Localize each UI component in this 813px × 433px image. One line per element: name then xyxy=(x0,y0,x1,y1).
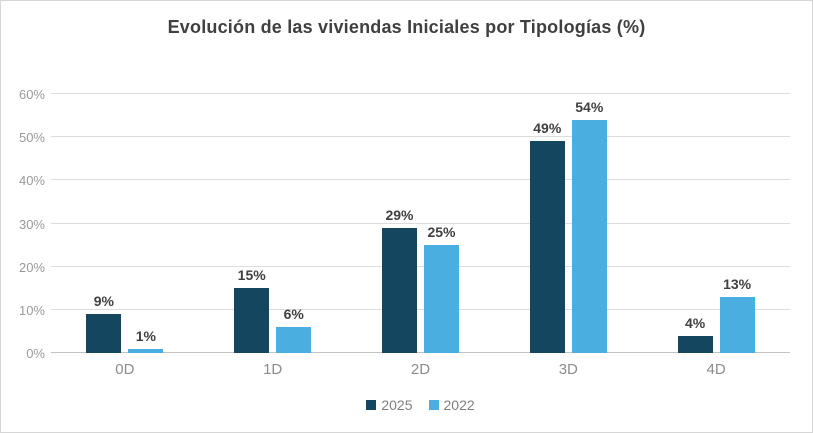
x-tick-label-3D: 3D xyxy=(558,361,578,378)
bar-group-1D: 15% 6% xyxy=(199,94,347,353)
gridline-10 xyxy=(51,308,790,310)
bar-group-2D: 29% 25% xyxy=(347,94,495,353)
x-tick-label-4D: 4D xyxy=(706,361,726,378)
legend-item-2022: 2022 xyxy=(428,397,475,413)
data-label-2022-3D: 54% xyxy=(575,98,604,115)
plot-area: 9% 1% 15% 6% 29% 25% 49% 54% 4% 13% xyxy=(51,93,790,353)
bar-group-3D: 49% 54% xyxy=(494,94,642,353)
x-tick-label-0D: 0D xyxy=(115,361,135,378)
bar-2025-3D: 49% xyxy=(529,120,565,353)
y-tick-label-20: 20% xyxy=(18,259,45,275)
x-axis-labels: 0D 1D 2D 3D 4D xyxy=(51,361,790,378)
data-label-2025-4D: 4% xyxy=(684,314,706,331)
bar-2022-4D: 13% xyxy=(719,276,755,353)
x-tick-label-2D: 2D xyxy=(410,361,431,378)
data-label-2022-0D: 1% xyxy=(135,327,157,344)
bar-2025-0D: 9% xyxy=(86,293,122,353)
data-label-2022-4D: 13% xyxy=(723,275,752,292)
bar-group-0D: 9% 1% xyxy=(51,94,199,353)
legend-item-2025: 2025 xyxy=(366,397,413,413)
bar-2025-2D: 29% xyxy=(381,207,417,353)
legend-label: 2022 xyxy=(443,397,475,413)
bar-groups: 9% 1% 15% 6% 29% 25% 49% 54% 4% 13% xyxy=(51,94,790,353)
gridline-30 xyxy=(51,222,790,224)
data-label-2025-3D: 49% xyxy=(533,120,562,137)
data-label-2025-2D: 29% xyxy=(385,206,414,223)
bar-2022-3D: 54% xyxy=(571,99,607,353)
data-label-2025-1D: 15% xyxy=(237,267,266,284)
bar-2022-0D: 1% xyxy=(128,328,164,353)
data-label-2025-0D: 9% xyxy=(93,293,115,310)
gridline-20 xyxy=(51,265,790,267)
y-tick-label-30: 30% xyxy=(18,216,45,232)
bar-2022-1D: 6% xyxy=(276,306,312,353)
gridline-60 xyxy=(51,93,790,94)
bar-2022-2D: 25% xyxy=(423,224,459,353)
gridline-40 xyxy=(51,179,790,181)
y-tick-label-50: 50% xyxy=(18,130,45,146)
y-tick-label-0: 0% xyxy=(26,346,45,361)
bar-group-4D: 4% 13% xyxy=(642,94,790,353)
legend-label: 2025 xyxy=(381,397,413,413)
y-tick-label-40: 40% xyxy=(18,173,45,189)
gridline-50 xyxy=(51,136,790,138)
legend-swatch-icon xyxy=(428,400,439,410)
data-label-2022-1D: 6% xyxy=(283,306,304,323)
x-axis-line xyxy=(51,352,790,353)
legend-swatch-icon xyxy=(366,400,377,410)
bar-2025-4D: 4% xyxy=(677,315,713,353)
x-tick-label-1D: 1D xyxy=(263,361,283,378)
chart-title: Evolución de las viviendas Iniciales por… xyxy=(167,17,646,37)
data-label-2022-2D: 25% xyxy=(427,224,456,241)
bar-2025-1D: 15% xyxy=(234,267,270,353)
legend: 2025 2022 xyxy=(51,397,790,413)
y-tick-label-60: 60% xyxy=(18,87,45,102)
y-tick-label-10: 10% xyxy=(18,302,45,318)
